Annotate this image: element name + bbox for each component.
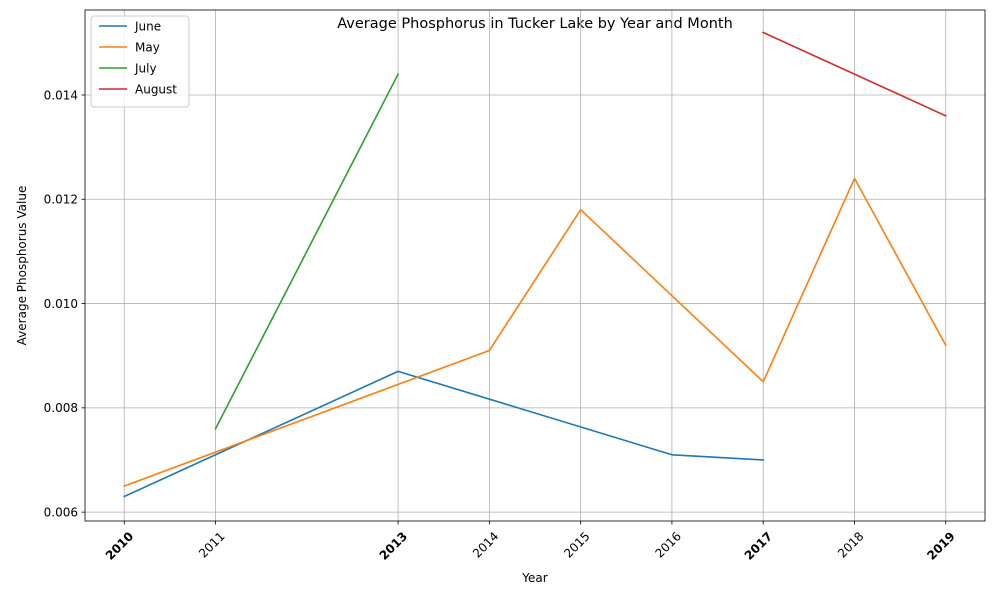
series-line-august xyxy=(762,31,947,117)
y-tick-label: 0.014 xyxy=(44,88,78,102)
series-line-june xyxy=(123,370,765,498)
legend-box xyxy=(90,15,190,108)
legend-label: May xyxy=(135,40,160,54)
x-tick-label: 2015 xyxy=(561,529,592,560)
series-line-july xyxy=(214,73,400,430)
series-line-may xyxy=(123,177,947,488)
y-axis-label: Average Phosphorus Value xyxy=(15,186,29,346)
plot-frame xyxy=(84,9,986,522)
x-tick-label: 2013 xyxy=(377,529,411,563)
x-tick-label: 2016 xyxy=(652,529,683,560)
y-tick-label: 0.006 xyxy=(44,505,78,519)
series-lines xyxy=(123,31,947,498)
legend-label: August xyxy=(135,82,177,96)
y-tick-label: 0.010 xyxy=(44,297,78,311)
legend-label: July xyxy=(134,61,157,75)
x-tick-label: 2010 xyxy=(103,529,137,563)
y-axis-ticks: 0.006 0.008 0.010 0.012 0.014 xyxy=(44,88,85,519)
legend-label: June xyxy=(134,19,161,33)
grid-lines xyxy=(85,10,985,521)
x-tick-label: 2019 xyxy=(924,529,958,563)
x-axis-label: Year xyxy=(521,571,547,585)
x-tick-label: 2011 xyxy=(196,529,227,560)
y-tick-label: 0.012 xyxy=(44,193,78,207)
x-axis-ticks: 2010 2011 2013 2014 2015 2016 2017 2018 2019 xyxy=(103,521,958,563)
x-tick-label: 2017 xyxy=(742,529,776,563)
y-tick-label: 0.008 xyxy=(44,401,78,415)
legend: June May July August xyxy=(90,15,190,108)
x-tick-label: 2018 xyxy=(835,529,866,560)
chart-title: Average Phosphorus in Tucker Lake by Yea… xyxy=(337,16,733,32)
x-tick-label: 2014 xyxy=(470,529,501,560)
